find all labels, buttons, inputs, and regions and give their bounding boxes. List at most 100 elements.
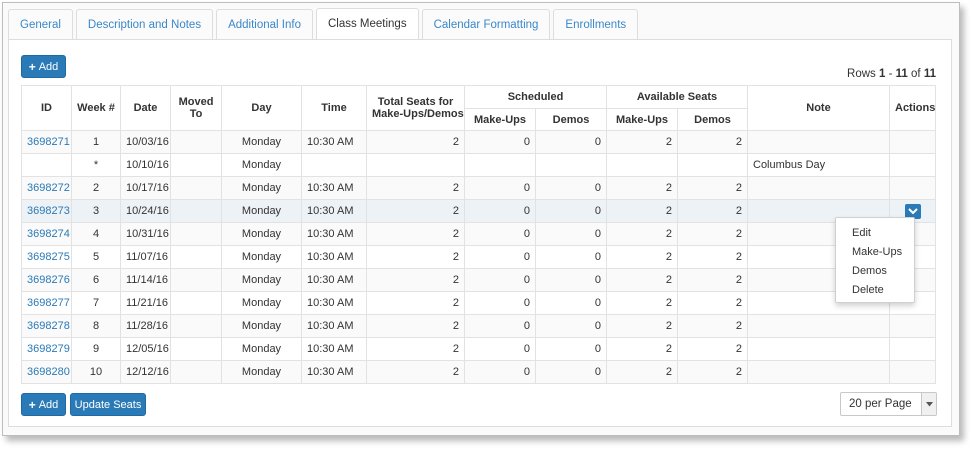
cell-id: 3698279 <box>21 337 72 361</box>
cell-note <box>747 337 890 361</box>
actions-toggle-button[interactable] <box>904 203 921 219</box>
per-page-select[interactable]: 20 per Page <box>840 392 937 416</box>
col-moved-to: Moved To <box>170 85 222 131</box>
meeting-id-link[interactable]: 3698280 <box>27 366 70 378</box>
cell-date: 10/10/16 <box>120 153 171 177</box>
cell-week: 4 <box>71 222 121 246</box>
meeting-id-link[interactable]: 3698277 <box>27 297 70 309</box>
cell-week: 2 <box>71 176 121 200</box>
cell-scheduled-makeups: 0 <box>464 337 536 361</box>
cell-id: 3698271 <box>21 130 72 154</box>
cell-available-demos: 2 <box>677 291 748 315</box>
cell-time: 10:30 AM <box>301 199 367 223</box>
plus-icon: + <box>28 397 36 412</box>
cell-moved-to <box>170 176 222 200</box>
rows-count: Rows 1 - 11 of 11 <box>847 68 936 80</box>
cell-scheduled-demos: 0 <box>535 176 607 200</box>
meeting-id-link[interactable]: 3698274 <box>27 228 70 240</box>
cell-scheduled-makeups: 0 <box>464 268 536 292</box>
col-id: ID <box>21 85 72 131</box>
cell-actions <box>889 314 936 338</box>
cell-week: 1 <box>71 130 121 154</box>
cell-day: Monday <box>221 337 302 361</box>
add-button-bottom[interactable]: + Add <box>21 393 66 416</box>
add-button-top[interactable]: + Add <box>21 55 66 78</box>
meeting-id-link[interactable]: 3698271 <box>27 136 70 148</box>
cell-time: 10:30 AM <box>301 176 367 200</box>
cell-available-demos: 2 <box>677 337 748 361</box>
cell-available-makeups: 2 <box>606 176 678 200</box>
cell-date: 12/12/16 <box>120 360 171 384</box>
table-row: 3698279 9 12/05/16 Monday 10:30 AM 2 0 0 2 2 <box>21 337 936 361</box>
table-body: 3698271 1 10/03/16 Monday 10:30 AM 2 0 0 2 2 * 10/1… <box>21 130 936 384</box>
cell-day: Monday <box>221 153 302 177</box>
cell-moved-to <box>170 314 222 338</box>
cell-time: 10:30 AM <box>301 222 367 246</box>
table-row: 3698280 10 12/12/16 Monday 10:30 AM 2 0 0 2 2 <box>21 360 936 384</box>
meeting-id-link[interactable]: 3698278 <box>27 320 70 332</box>
table-row: 3698274 4 10/31/16 Monday 10:30 AM 2 0 0 2 2 <box>21 222 936 246</box>
cell-total-seats: 2 <box>366 268 465 292</box>
cell-note <box>747 314 890 338</box>
cell-available-demos: 2 <box>677 268 748 292</box>
cell-total-seats: 2 <box>366 176 465 200</box>
tab-additional-info[interactable]: Additional Info <box>216 9 313 40</box>
cell-date: 10/24/16 <box>120 199 171 223</box>
tab-description-and-notes[interactable]: Description and Notes <box>75 9 214 40</box>
table-row: 3698276 6 11/14/16 Monday 10:30 AM 2 0 0 2 2 <box>21 268 936 292</box>
cell-available-demos: 2 <box>677 130 748 154</box>
update-seats-button[interactable]: Update Seats <box>70 393 146 416</box>
meeting-id-link[interactable]: 3698272 <box>27 182 70 194</box>
menu-item-edit[interactable]: Edit <box>852 227 871 239</box>
tab-enrollments[interactable]: Enrollments <box>553 9 639 40</box>
cell-available-makeups: 2 <box>606 199 678 223</box>
cell-note <box>747 176 890 200</box>
menu-item-make-ups[interactable]: Make-Ups <box>852 246 903 258</box>
cell-scheduled-makeups: 0 <box>464 176 536 200</box>
cell-date: 11/28/16 <box>120 314 171 338</box>
cell-id: 3698272 <box>21 176 72 200</box>
tab-calendar-formatting[interactable]: Calendar Formatting <box>421 9 551 40</box>
col-scheduled-makeups: Make-Ups <box>464 108 536 131</box>
cell-week: 5 <box>71 245 121 269</box>
cell-date: 11/14/16 <box>120 268 171 292</box>
cell-total-seats <box>366 153 465 177</box>
cell-moved-to <box>170 268 222 292</box>
col-actions: Actions <box>889 85 936 131</box>
meeting-id-link[interactable]: 3698276 <box>27 274 70 286</box>
table-row: 3698275 5 11/07/16 Monday 10:30 AM 2 0 0 2 2 <box>21 245 936 269</box>
tab-class-meetings[interactable]: Class Meetings <box>315 8 419 40</box>
cell-moved-to <box>170 291 222 315</box>
add-button-label: Add <box>38 398 59 411</box>
chevron-down-icon <box>926 402 933 407</box>
menu-item-demos[interactable]: Demos <box>852 265 887 277</box>
meeting-id-link[interactable]: 3698273 <box>27 205 70 217</box>
cell-scheduled-makeups: 0 <box>464 291 536 315</box>
cell-total-seats: 2 <box>366 314 465 338</box>
cell-id: 3698280 <box>21 360 72 384</box>
cell-scheduled-makeups: 0 <box>464 130 536 154</box>
menu-item-delete[interactable]: Delete <box>852 284 884 296</box>
window-frame: General Description and Notes Additional… <box>2 2 960 436</box>
select-arrow[interactable] <box>921 393 936 415</box>
cell-day: Monday <box>221 291 302 315</box>
cell-actions <box>889 176 936 200</box>
table-row: 3698277 7 11/21/16 Monday 10:30 AM 2 0 0 2 2 <box>21 291 936 315</box>
cell-time: 10:30 AM <box>301 360 367 384</box>
cell-scheduled-makeups: 0 <box>464 222 536 246</box>
cell-id: 3698273 <box>21 199 72 223</box>
tab-general[interactable]: General <box>8 9 73 40</box>
meeting-id-link[interactable]: 3698275 <box>27 251 70 263</box>
cell-moved-to <box>170 130 222 154</box>
col-scheduled-demos: Demos <box>535 108 607 131</box>
meeting-id-link[interactable]: 3698279 <box>27 343 70 355</box>
cell-total-seats: 2 <box>366 130 465 154</box>
cell-day: Monday <box>221 222 302 246</box>
cell-available-makeups: 2 <box>606 360 678 384</box>
cell-total-seats: 2 <box>366 360 465 384</box>
cell-id: 3698278 <box>21 314 72 338</box>
cell-scheduled-demos <box>535 153 607 177</box>
cell-scheduled-demos: 0 <box>535 130 607 154</box>
col-week: Week # <box>71 85 121 131</box>
cell-available-makeups: 2 <box>606 314 678 338</box>
